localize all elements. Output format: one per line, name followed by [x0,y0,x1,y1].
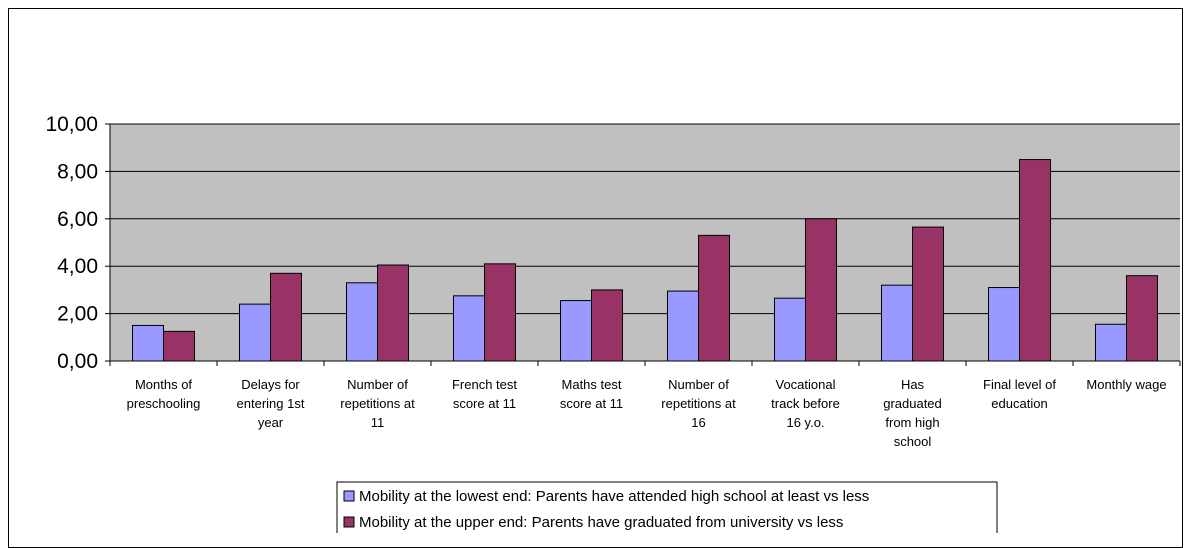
x-tick-label-line: Final level of [983,377,1056,392]
bar-series-1 [132,324,164,362]
y-tick-label: 10,00 [45,113,98,136]
x-tick-label-line: from high [885,415,939,430]
y-tick-label: 2,00 [57,303,98,326]
axes [109,124,1181,366]
bar-series-2 [591,289,623,362]
bars [132,159,1158,362]
x-tick-label: French test score at 11 [452,377,517,411]
x-tick-label-line: Number of [347,377,408,392]
y-tick-label: 4,00 [57,255,98,278]
bar-series-1 [988,287,1020,362]
legend-swatch [343,516,355,528]
x-tick-label-line: Number of [668,377,729,392]
legend-box [336,481,998,533]
x-tick-label-line: preschooling [127,396,201,411]
bar-series-1 [774,297,806,362]
x-tick-label: Number of repetitions at 16 [661,377,736,430]
y-tick-label: 8,00 [57,160,98,183]
x-tick-label-line: Has [901,377,925,392]
x-tick-label: Has graduated from high school [883,377,942,449]
x-tick-label-line: entering 1st [237,396,305,411]
bar-series-2 [484,263,516,362]
x-tick-label-line: track before [771,396,840,411]
y-tick-label: 6,00 [57,208,98,231]
bar-series-2 [1126,275,1158,362]
bar-series-1 [1095,323,1127,362]
bar-series-2 [163,330,195,362]
bar-series-1 [560,300,592,362]
bar-series-2 [698,234,730,362]
x-tick-label-line: education [991,396,1047,411]
x-tick-label-line: Months of [135,377,192,392]
x-tick-label-line: school [894,434,932,449]
bar-series-1 [453,295,485,362]
x-tick-label: Number of repetitions at 11 [340,377,415,430]
x-tick-labels: Months of preschooling Delays for entering … [127,377,1167,449]
x-tick-label-line: 16 [691,415,705,430]
bar-chart: 0,00 2,00 4,00 6,00 8,00 10,00 Months of presc… [45,113,1181,533]
bar-series-2 [1019,159,1051,362]
y-tick-label: 0,00 [57,350,98,373]
bar-series-2 [912,226,944,362]
x-tick-label: Final level of education [983,377,1056,411]
x-tick-label: Delays for entering 1st year [237,377,305,430]
x-tick-label-line: Maths test [562,377,622,392]
x-tick-label-line: repetitions at [340,396,415,411]
legend-label: Mobility at the lowest end: Parents have… [359,488,869,505]
x-tick-label-line: Monthly wage [1086,377,1166,392]
legend-swatch [343,490,355,502]
legend-label: Mobility at the upper end: Parents have … [359,514,843,531]
bar-series-1 [346,282,378,362]
bar-series-1 [881,284,913,362]
x-tick-label-line: year [258,415,284,430]
x-tick-label: Months of preschooling [127,377,201,411]
legend: Mobility at the lowest end: Parents have… [336,481,998,533]
x-tick-label-line: French test [452,377,517,392]
x-tick-label-line: score at 11 [453,396,516,411]
x-tick-label-line: repetitions at [661,396,736,411]
x-tick-label-line: 16 y.o. [786,415,824,430]
bar-series-1 [239,303,271,362]
bar-series-2 [805,218,837,362]
x-tick-label: Vocational track before 16 y.o. [771,377,840,430]
x-tick-label-line: 11 [371,415,385,430]
y-tick-labels: 0,00 2,00 4,00 6,00 8,00 10,00 [45,113,110,373]
x-tick-label-line: Vocational [776,377,836,392]
x-tick-label-line: score at 11 [560,396,623,411]
x-tick-label-line: graduated [883,396,942,411]
bar-series-1 [667,290,699,362]
x-tick-label: Maths test score at 11 [560,377,623,411]
bar-series-2 [377,264,409,362]
x-tick-label-line: Delays for [241,377,300,392]
bar-series-2 [270,272,302,362]
x-tick-label: Monthly wage [1086,377,1166,392]
